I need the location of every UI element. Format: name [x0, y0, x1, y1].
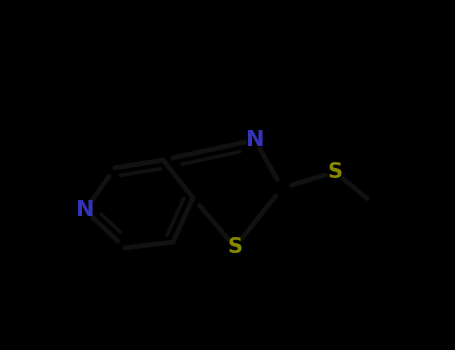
- Text: S: S: [328, 162, 343, 182]
- Text: N: N: [76, 200, 94, 220]
- Text: S: S: [228, 237, 243, 257]
- Text: N: N: [246, 130, 264, 150]
